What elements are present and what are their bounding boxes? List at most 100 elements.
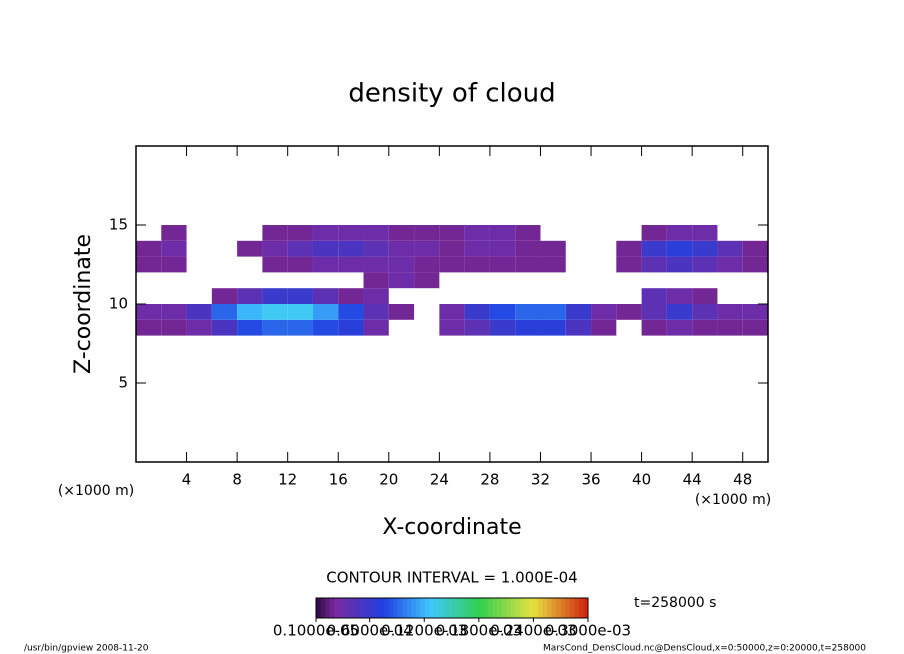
heat-cell <box>186 304 212 320</box>
heat-cell <box>717 319 743 336</box>
heat-cell <box>717 240 743 257</box>
colorbar-swatch <box>524 598 530 618</box>
x-tick-label: 44 <box>683 471 702 489</box>
colorbar-label: 0.1200e-03 <box>381 622 467 640</box>
colorbar-swatch <box>365 598 371 618</box>
colorbar-swatch <box>538 598 544 618</box>
colorbar-swatch <box>520 598 526 618</box>
colorbar-swatch <box>329 598 335 618</box>
heat-cell <box>211 319 238 336</box>
heat-cell <box>363 225 389 241</box>
heat-cell <box>717 304 743 320</box>
colorbar-swatch <box>388 598 394 618</box>
x-axis-label: X-coordinate <box>382 515 521 540</box>
heat-cell <box>262 240 288 257</box>
colorbar-swatch <box>565 598 571 618</box>
colorbar-swatch <box>551 598 557 618</box>
heat-cell <box>237 240 263 257</box>
footer-left: /usr/bin/gpview 2008-11-20 <box>24 644 149 654</box>
colorbar-label: 0.1800e-03 <box>436 622 522 640</box>
x-tick-label: 40 <box>632 471 651 489</box>
colorbar-swatch <box>361 598 367 618</box>
heat-cell <box>540 304 566 320</box>
colorbar-swatch <box>320 598 326 618</box>
heat-cell <box>338 319 364 336</box>
colorbar-swatch <box>415 598 421 618</box>
heat-cell <box>211 304 238 320</box>
heat-cell <box>515 304 541 320</box>
heat-cell <box>388 272 415 289</box>
colorbar-swatch <box>474 598 480 618</box>
heat-cell <box>262 304 288 320</box>
colorbar-swatch <box>510 598 516 618</box>
heat-cell <box>439 319 465 336</box>
colorbar-swatch <box>442 598 448 618</box>
colorbar-label: 0.6000e-04 <box>327 622 413 640</box>
heat-cell <box>515 240 541 257</box>
colorbar-label: 0.3000e-03 <box>545 622 631 640</box>
heat-cell <box>262 319 288 336</box>
colorbar-swatch <box>397 598 403 618</box>
heat-cell <box>641 319 667 336</box>
colorbar-swatch <box>533 598 539 618</box>
heat-cell <box>641 288 667 304</box>
heat-cell <box>287 256 313 273</box>
heat-cell <box>414 256 440 273</box>
x-tick-label: 32 <box>531 471 550 489</box>
heat-cell <box>742 304 768 320</box>
heat-cell <box>363 288 389 304</box>
time-label: t=258000 s <box>634 595 716 611</box>
heat-cell <box>464 319 490 336</box>
x-tick-label: 4 <box>182 471 192 489</box>
heat-cell <box>565 319 592 336</box>
heat-cell <box>287 288 313 304</box>
colorbar-swatch <box>483 598 489 618</box>
colorbar-swatch <box>547 598 553 618</box>
heat-cell <box>312 288 339 304</box>
heat-cell <box>312 304 339 320</box>
colorbar-swatch <box>497 598 503 618</box>
x-tick-label: 12 <box>278 471 297 489</box>
heat-cell <box>262 225 288 241</box>
heat-cell <box>388 256 415 273</box>
heat-cell <box>666 240 693 257</box>
colorbar-swatch <box>583 598 589 618</box>
heat-cell <box>489 225 516 241</box>
heat-cell <box>515 256 541 273</box>
colorbar-swatch <box>393 598 399 618</box>
colorbar-swatch <box>411 598 417 618</box>
heat-cell <box>641 240 667 257</box>
y-tick-label: 5 <box>118 374 128 392</box>
heat-cell <box>161 240 187 257</box>
heat-cell <box>338 256 364 273</box>
colorbar-swatch <box>433 598 439 618</box>
contour-interval: CONTOUR INTERVAL = 1.000E-04 <box>326 569 577 587</box>
heat-cell <box>136 256 162 273</box>
colorbar-swatch <box>506 598 512 618</box>
colorbar-swatch <box>488 598 494 618</box>
colorbar-swatch <box>379 598 385 618</box>
heat-cell <box>666 319 693 336</box>
heat-cell <box>414 272 440 289</box>
x-tick-label: 36 <box>581 471 600 489</box>
footer-right: MarsCond_DensCloud.nc@DensCloud,x=0:5000… <box>543 644 866 654</box>
heat-cell <box>338 304 364 320</box>
heat-cell <box>666 304 693 320</box>
colorbar-swatch <box>560 598 566 618</box>
heat-cell <box>616 240 642 257</box>
heat-cell <box>489 240 516 257</box>
colorbar-swatch <box>479 598 485 618</box>
colorbar-swatch <box>347 598 353 618</box>
colorbar-swatch <box>515 598 521 618</box>
heat-cell <box>439 304 465 320</box>
colorbar-swatch <box>438 598 444 618</box>
colorbar-swatch <box>384 598 390 618</box>
heat-cell <box>489 256 516 273</box>
heat-cell <box>439 256 465 273</box>
heat-cell <box>414 240 440 257</box>
heat-cell <box>363 272 389 289</box>
colorbar-swatch <box>465 598 471 618</box>
y-axis-label: Z-coordinate <box>71 234 96 374</box>
heat-cell <box>464 225 490 241</box>
y-tick-label: 10 <box>109 295 128 313</box>
